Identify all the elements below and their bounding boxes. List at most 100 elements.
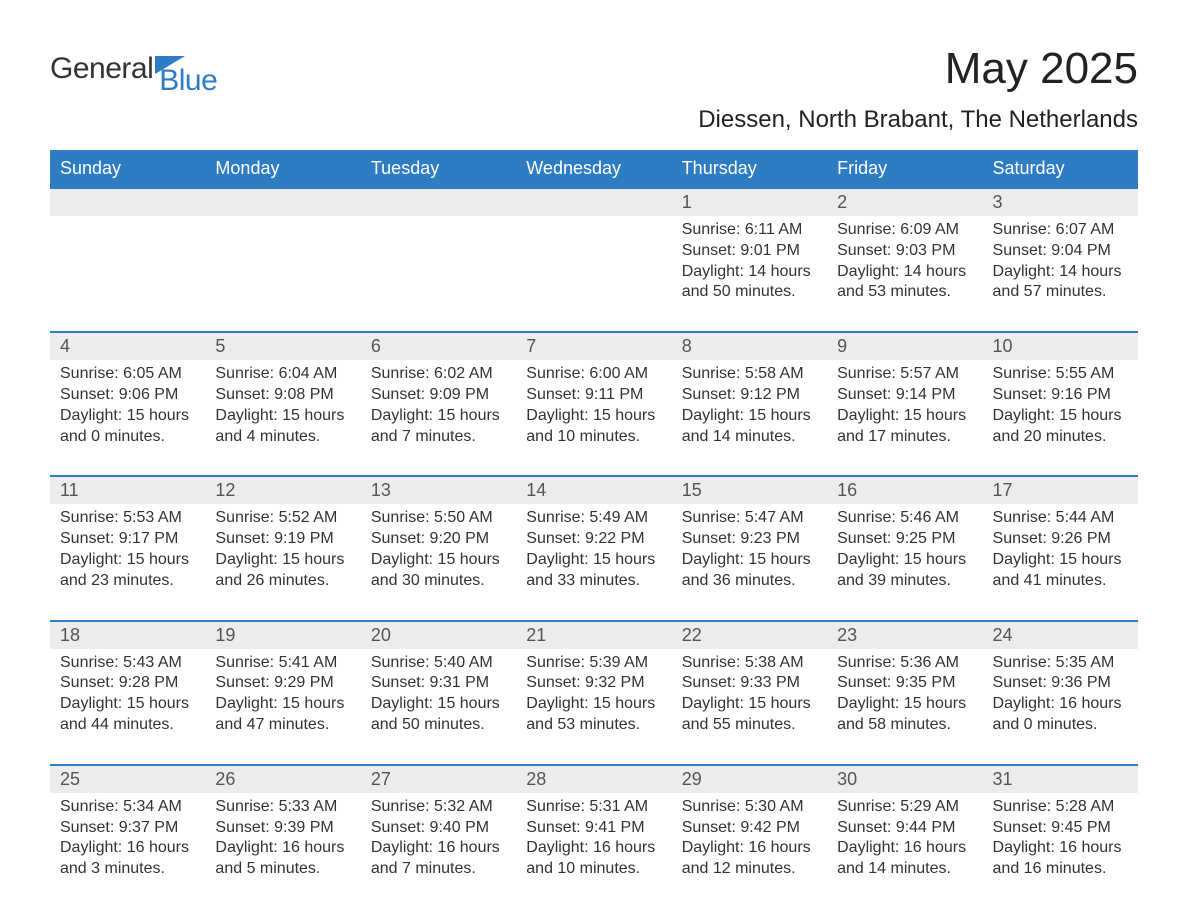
day-d2: and 41 minutes. [993, 571, 1128, 592]
day-data: Sunrise: 5:43 AMSunset: 9:28 PMDaylight:… [50, 653, 205, 736]
day-sr: Sunrise: 5:55 AM [993, 364, 1128, 385]
day-ss: Sunset: 9:03 PM [837, 241, 972, 262]
day-sr: Sunrise: 6:09 AM [837, 220, 972, 241]
day-data: Sunrise: 6:04 AMSunset: 9:08 PMDaylight:… [205, 364, 360, 447]
day-number: 1 [672, 189, 827, 216]
calendar-week-row: 25Sunrise: 5:34 AMSunset: 9:37 PMDayligh… [50, 765, 1138, 908]
day-ss: Sunset: 9:42 PM [682, 818, 817, 839]
day-data: Sunrise: 6:09 AMSunset: 9:03 PMDaylight:… [827, 220, 982, 303]
day-ss: Sunset: 9:28 PM [60, 673, 195, 694]
day-sr: Sunrise: 5:34 AM [60, 797, 195, 818]
day-d2: and 50 minutes. [682, 282, 817, 303]
day-ss: Sunset: 9:04 PM [993, 241, 1128, 262]
day-d2: and 36 minutes. [682, 571, 817, 592]
day-d2: and 14 minutes. [682, 427, 817, 448]
day-ss: Sunset: 9:16 PM [993, 385, 1128, 406]
day-number: 3 [983, 189, 1138, 216]
day-d2: and 4 minutes. [215, 427, 350, 448]
day-d1: Daylight: 15 hours [526, 694, 661, 715]
weekday-header: Wednesday [516, 150, 671, 188]
header: General Blue May 2025 [50, 40, 1138, 98]
day-d1: Daylight: 15 hours [526, 550, 661, 571]
day-ss: Sunset: 9:36 PM [993, 673, 1128, 694]
calendar-day-cell: 17Sunrise: 5:44 AMSunset: 9:26 PMDayligh… [983, 476, 1138, 620]
day-d1: Daylight: 15 hours [371, 694, 506, 715]
calendar-day-cell: 24Sunrise: 5:35 AMSunset: 9:36 PMDayligh… [983, 621, 1138, 765]
day-sr: Sunrise: 5:36 AM [837, 653, 972, 674]
day-ss: Sunset: 9:20 PM [371, 529, 506, 550]
day-number-empty [50, 189, 205, 216]
day-d2: and 3 minutes. [60, 859, 195, 880]
day-number: 29 [672, 766, 827, 793]
day-ss: Sunset: 9:32 PM [526, 673, 661, 694]
calendar-day-cell: 29Sunrise: 5:30 AMSunset: 9:42 PMDayligh… [672, 765, 827, 908]
day-sr: Sunrise: 5:31 AM [526, 797, 661, 818]
day-ss: Sunset: 9:01 PM [682, 241, 817, 262]
weekday-header: Tuesday [361, 150, 516, 188]
day-d2: and 30 minutes. [371, 571, 506, 592]
day-d2: and 7 minutes. [371, 859, 506, 880]
day-d2: and 7 minutes. [371, 427, 506, 448]
day-ss: Sunset: 9:40 PM [371, 818, 506, 839]
day-d2: and 16 minutes. [993, 859, 1128, 880]
day-number: 18 [50, 622, 205, 649]
day-data: Sunrise: 5:49 AMSunset: 9:22 PMDaylight:… [516, 508, 671, 591]
day-d2: and 39 minutes. [837, 571, 972, 592]
day-data: Sunrise: 6:02 AMSunset: 9:09 PMDaylight:… [361, 364, 516, 447]
day-d1: Daylight: 16 hours [837, 838, 972, 859]
calendar-day-cell: 23Sunrise: 5:36 AMSunset: 9:35 PMDayligh… [827, 621, 982, 765]
page-subtitle: Diessen, North Brabant, The Netherlands [50, 106, 1138, 134]
day-d1: Daylight: 16 hours [371, 838, 506, 859]
calendar-day-cell [361, 188, 516, 332]
day-sr: Sunrise: 5:38 AM [682, 653, 817, 674]
day-number-empty [361, 189, 516, 216]
day-number: 31 [983, 766, 1138, 793]
day-number-empty [516, 189, 671, 216]
day-number: 4 [50, 333, 205, 360]
day-sr: Sunrise: 5:44 AM [993, 508, 1128, 529]
weekday-header: Sunday [50, 150, 205, 188]
day-ss: Sunset: 9:45 PM [993, 818, 1128, 839]
day-number: 12 [205, 477, 360, 504]
day-data: Sunrise: 5:57 AMSunset: 9:14 PMDaylight:… [827, 364, 982, 447]
day-sr: Sunrise: 6:00 AM [526, 364, 661, 385]
calendar-day-cell [50, 188, 205, 332]
day-sr: Sunrise: 5:28 AM [993, 797, 1128, 818]
calendar-day-cell: 30Sunrise: 5:29 AMSunset: 9:44 PMDayligh… [827, 765, 982, 908]
day-ss: Sunset: 9:19 PM [215, 529, 350, 550]
calendar-day-cell: 7Sunrise: 6:00 AMSunset: 9:11 PMDaylight… [516, 332, 671, 476]
day-number: 21 [516, 622, 671, 649]
day-d2: and 53 minutes. [837, 282, 972, 303]
day-d2: and 17 minutes. [837, 427, 972, 448]
day-data: Sunrise: 5:44 AMSunset: 9:26 PMDaylight:… [983, 508, 1138, 591]
day-d2: and 55 minutes. [682, 715, 817, 736]
day-d1: Daylight: 14 hours [682, 262, 817, 283]
day-data: Sunrise: 5:53 AMSunset: 9:17 PMDaylight:… [50, 508, 205, 591]
calendar-day-cell: 20Sunrise: 5:40 AMSunset: 9:31 PMDayligh… [361, 621, 516, 765]
calendar-day-cell: 16Sunrise: 5:46 AMSunset: 9:25 PMDayligh… [827, 476, 982, 620]
logo: General Blue [50, 40, 217, 98]
calendar-day-cell [516, 188, 671, 332]
logo-text-1: General [50, 52, 153, 86]
calendar-day-cell: 12Sunrise: 5:52 AMSunset: 9:19 PMDayligh… [205, 476, 360, 620]
day-ss: Sunset: 9:25 PM [837, 529, 972, 550]
day-number: 27 [361, 766, 516, 793]
day-number: 26 [205, 766, 360, 793]
day-sr: Sunrise: 5:33 AM [215, 797, 350, 818]
day-d2: and 44 minutes. [60, 715, 195, 736]
day-data: Sunrise: 6:05 AMSunset: 9:06 PMDaylight:… [50, 364, 205, 447]
day-number: 5 [205, 333, 360, 360]
day-d1: Daylight: 15 hours [60, 694, 195, 715]
day-d1: Daylight: 16 hours [682, 838, 817, 859]
calendar-day-cell: 10Sunrise: 5:55 AMSunset: 9:16 PMDayligh… [983, 332, 1138, 476]
day-d1: Daylight: 15 hours [682, 694, 817, 715]
day-ss: Sunset: 9:44 PM [837, 818, 972, 839]
day-number: 24 [983, 622, 1138, 649]
day-ss: Sunset: 9:26 PM [993, 529, 1128, 550]
day-number: 9 [827, 333, 982, 360]
calendar-day-cell: 11Sunrise: 5:53 AMSunset: 9:17 PMDayligh… [50, 476, 205, 620]
day-sr: Sunrise: 5:43 AM [60, 653, 195, 674]
day-d2: and 0 minutes. [993, 715, 1128, 736]
day-d2: and 53 minutes. [526, 715, 661, 736]
weekday-header-row: Sunday Monday Tuesday Wednesday Thursday… [50, 150, 1138, 188]
